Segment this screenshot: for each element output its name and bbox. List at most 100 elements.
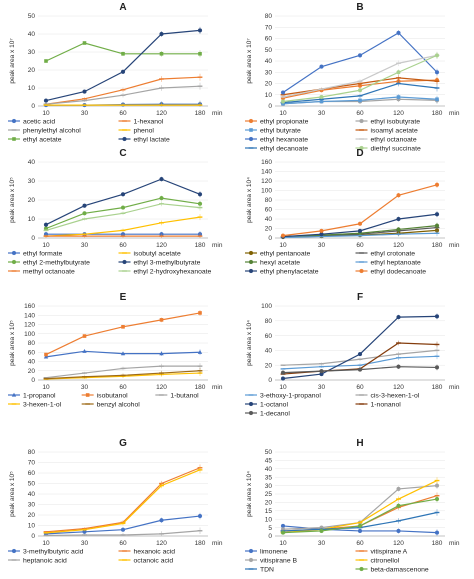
y-tick-label: 100: [261, 303, 272, 310]
y-tick-label: 50: [265, 47, 273, 54]
legend-label: ethyl butyrate: [260, 127, 301, 134]
legend-entry: ethyl 2-methylbutyrate: [8, 259, 90, 266]
legend-marker: [11, 548, 17, 554]
legend-label: ethyl lactate: [134, 136, 170, 143]
legend-marker: [12, 137, 16, 141]
legend-label: vitispirane B: [260, 557, 297, 564]
panel-title: D: [356, 148, 363, 159]
panel-g: G 0 10 20 30 40 50 60 70 80 10 30 60 120 180 min peak ar…: [8, 438, 223, 564]
data-point: [159, 351, 164, 356]
series-isobutanol: [44, 310, 202, 357]
y-tick-label: 30: [265, 483, 273, 490]
legend-entry: ethyl heptanoate: [355, 259, 421, 266]
data-point: [159, 52, 164, 56]
y-tick-label: 60: [265, 333, 273, 340]
legend-label: ethyl 3-methylbutyrate: [134, 259, 201, 266]
y-axis-label: peak area x 10⁷: [246, 38, 253, 84]
legend-entry: limonene: [245, 548, 288, 555]
series-ethyl-2-hydroxyhexanoate: [43, 201, 203, 232]
legend-label: ethyl pentanoate: [260, 250, 310, 257]
legend-entry: ethyl phenylacetate: [245, 268, 319, 275]
x-tick-label: 30: [318, 540, 326, 547]
data-point: [120, 69, 126, 74]
legend-label: limonene: [260, 548, 288, 555]
panel-f: F 0 20 40 60 80 100 10 30 60 120 180 min peak area x …: [245, 292, 460, 417]
y-tick-label: 20: [28, 67, 36, 74]
legend-label: 1-butanol: [170, 392, 199, 399]
series-ethyl-acetate: [44, 41, 202, 63]
series-3-methylbutyric-acid: [43, 512, 203, 536]
series-1-butanol: [43, 363, 203, 379]
y-tick-label: 40: [265, 466, 273, 473]
series-1-propanol: [43, 349, 203, 359]
y-tick-label: 40: [28, 491, 36, 498]
x-tick-label: 10: [279, 384, 287, 391]
legend-label: isobutanol: [97, 392, 128, 399]
y-tick-label: 100: [24, 331, 35, 338]
legend-marker: [249, 128, 253, 132]
data-point: [357, 523, 363, 529]
series-ethyl-dodecanoate: [280, 181, 440, 238]
legend-entry: methyl octanoate: [8, 268, 75, 275]
y-tick-label: 15: [265, 508, 273, 515]
x-tick-label: 30: [81, 242, 89, 249]
data-point: [434, 53, 440, 58]
data-point: [82, 349, 87, 353]
x-tick-label: 10: [42, 110, 50, 117]
y-tick-label: 70: [265, 24, 273, 31]
legend-label: vitispirane A: [371, 548, 408, 555]
legend-label: ethyl octanoate: [371, 136, 417, 143]
x-tick-label: 30: [81, 540, 89, 547]
data-point: [198, 311, 202, 315]
y-tick-label: 20: [28, 197, 36, 204]
panel-title: F: [357, 292, 363, 303]
x-tick-label: 60: [356, 242, 364, 249]
y-tick-label: 60: [265, 207, 273, 214]
data-point: [280, 90, 286, 95]
data-point: [319, 94, 324, 100]
data-point: [197, 349, 203, 354]
y-axis-label: peak area x 10⁵: [9, 471, 16, 517]
panel-title: E: [120, 292, 127, 303]
series-ethyl-2-methylbutyrate: [43, 195, 203, 231]
data-point: [159, 518, 164, 523]
data-point: [82, 41, 87, 45]
x-tick-label: 60: [119, 110, 127, 117]
y-tick-label: 80: [28, 449, 36, 456]
y-tick-label: 5: [268, 525, 272, 532]
data-point: [44, 59, 48, 63]
x-tick-label: 180: [195, 540, 206, 547]
y-tick-label: 120: [24, 322, 35, 329]
legend-entry: phenylethyl alcohol: [8, 127, 81, 134]
x-tick-label: 180: [195, 242, 206, 249]
panel-title: C: [119, 148, 126, 159]
y-tick-label: 20: [265, 362, 273, 369]
legend-marker: [11, 392, 17, 397]
y-tick-label: 80: [265, 197, 273, 204]
legend-label: octanoic acid: [134, 557, 174, 564]
data-point: [44, 352, 48, 357]
legend-label: beta-damascenone: [371, 566, 429, 573]
x-tick-label: 180: [195, 110, 206, 117]
y-tick-label: 0: [268, 235, 272, 242]
data-point: [121, 325, 125, 329]
legend-label: ethyl 2-methylbutyrate: [23, 259, 90, 266]
y-tick-label: 40: [265, 216, 273, 223]
series-ethyl-butyrate: [281, 94, 439, 106]
data-point: [434, 365, 440, 370]
legend-marker: [248, 250, 254, 256]
legend-entry: phenol: [118, 127, 154, 134]
y-tick-label: 30: [28, 502, 36, 509]
legend-marker: [359, 268, 364, 274]
data-point: [358, 98, 362, 103]
series-benzyl-alcohol: [43, 367, 203, 380]
legend-label: methyl octanoate: [23, 268, 75, 275]
data-point: [357, 221, 363, 226]
x-tick-label: 60: [356, 384, 364, 391]
y-tick-label: 10: [265, 516, 273, 523]
x-tick-label: 10: [42, 242, 50, 249]
x-tick-label: 120: [393, 110, 404, 117]
legend-label: heptanoic acid: [23, 557, 67, 564]
legend-marker: [11, 250, 17, 256]
legend-marker: [359, 145, 364, 151]
